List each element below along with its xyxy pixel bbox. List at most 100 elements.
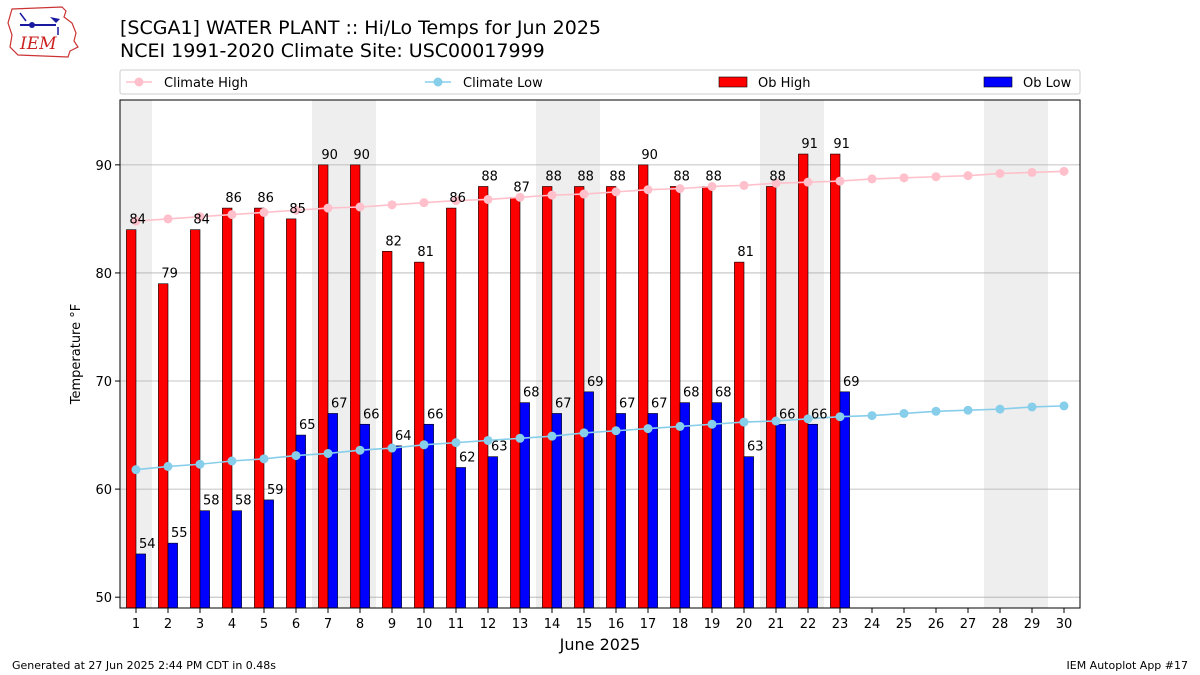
climate-high-point: [963, 171, 973, 181]
ob-low-bar: [807, 423, 818, 609]
ob-high-bar: [286, 218, 297, 609]
climate-high-point: [419, 198, 429, 208]
ob-high-label: 86: [225, 191, 242, 206]
x-tick-label: 15: [576, 617, 593, 632]
climate-low-point: [675, 421, 685, 431]
ob-high-label: 88: [609, 169, 626, 184]
y-tick-label: 80: [95, 267, 112, 282]
y-tick-label: 90: [95, 159, 112, 174]
ob-low-bar: [711, 402, 722, 609]
ob-low-bar: [839, 391, 850, 609]
climate-high-point: [1027, 167, 1037, 177]
ob-low-label: 69: [843, 375, 860, 390]
climate-low-point: [291, 451, 301, 461]
ob-low-bar: [295, 434, 306, 609]
ob-high-label: 84: [193, 213, 210, 228]
climate-high-point: [707, 181, 717, 191]
ob-high-bar: [126, 229, 137, 609]
climate-high-point: [515, 192, 525, 202]
ob-high-bar: [382, 251, 393, 609]
x-tick-label: 24: [864, 617, 881, 632]
climate-low-point: [739, 417, 749, 427]
weekend-shade: [984, 100, 1016, 608]
x-tick-label: 14: [544, 617, 561, 632]
x-tick-label: 21: [768, 617, 785, 632]
ob-low-bar: [551, 413, 562, 609]
climate-high-point: [931, 172, 941, 182]
ob-low-label: 55: [171, 526, 188, 541]
x-tick-label: 9: [388, 617, 396, 632]
climate-low-point: [611, 426, 621, 436]
climate-high-point: [1059, 166, 1069, 176]
ob-high-bar: [158, 283, 169, 609]
climate-low-point: [643, 424, 653, 434]
x-tick-label: 26: [928, 617, 945, 632]
climate-high-point: [259, 207, 269, 217]
x-tick-label: 28: [992, 617, 1009, 632]
ob-low-label: 67: [555, 396, 572, 411]
climate-low-point: [1027, 402, 1037, 412]
climate-low-point: [931, 406, 941, 416]
chart-title-line2: NCEI 1991-2020 Climate Site: USC00017999: [120, 40, 545, 62]
ob-high-bar: [318, 164, 329, 609]
climate-low-point: [483, 435, 493, 445]
ob-high-label: 88: [545, 169, 562, 184]
x-tick-label: 20: [736, 617, 753, 632]
climate-low-point: [963, 405, 973, 415]
climate-high-line: [135, 170, 1065, 222]
ob-high-bar: [190, 229, 201, 609]
legend-ob-high-label: Ob High: [758, 76, 811, 91]
ob-high-bar: [254, 207, 265, 609]
ob-low-bar: [199, 510, 210, 609]
app-label: IEM Autoplot App #17: [1066, 659, 1189, 672]
climate-low-point: [547, 431, 557, 441]
axes-frame: [119, 99, 1081, 609]
climate-high-point: [451, 196, 461, 206]
ob-low-bar: [743, 456, 754, 609]
ob-high-bar: [670, 186, 681, 609]
legend-climate-low-marker: [433, 77, 443, 87]
x-tick-label: 8: [356, 617, 364, 632]
ob-low-bar: [775, 423, 786, 609]
climate-high-point: [483, 194, 493, 204]
x-tick-label: 29: [1024, 617, 1041, 632]
legend-box: [119, 69, 1081, 95]
ob-low-label: 66: [363, 407, 380, 422]
ob-low-label: 68: [715, 386, 732, 401]
ob-high-bar: [638, 164, 649, 609]
climate-high-point: [771, 178, 781, 188]
ob-low-bar: [391, 445, 402, 609]
legend-climate-high-marker: [134, 77, 144, 87]
legend-ob-low-swatch: [983, 76, 1013, 88]
climate-high-point: [163, 214, 173, 224]
ob-high-label: 81: [737, 245, 754, 260]
ob-high-label: 88: [769, 169, 786, 184]
ob-low-label: 64: [395, 429, 412, 444]
climate-low-point: [387, 443, 397, 453]
ob-high-label: 90: [641, 148, 658, 163]
y-tick-label: 70: [95, 375, 112, 390]
climate-low-point: [771, 416, 781, 426]
ob-low-bar: [327, 413, 338, 609]
ob-high-bar: [830, 153, 841, 609]
ob-high-bar: [606, 186, 617, 609]
ob-high-bar: [510, 196, 521, 609]
ob-high-bar: [414, 261, 425, 609]
ob-low-label: 59: [267, 483, 284, 498]
y-axis-label: Temperature °F: [69, 304, 84, 405]
climate-low-point: [867, 411, 877, 421]
ob-low-bar: [615, 413, 626, 609]
ob-low-label: 58: [235, 494, 252, 509]
ob-low-bar: [679, 402, 690, 609]
climate-low-point: [515, 433, 525, 443]
x-tick-label: 19: [704, 617, 721, 632]
climate-low-point: [355, 445, 365, 455]
ob-high-bar: [350, 164, 361, 609]
x-tick-label: 17: [640, 617, 657, 632]
climate-high-point: [835, 176, 845, 186]
ob-high-label: 88: [673, 169, 690, 184]
climate-high-point: [195, 212, 205, 222]
climate-high-point: [643, 185, 653, 195]
x-tick-label: 3: [196, 617, 204, 632]
